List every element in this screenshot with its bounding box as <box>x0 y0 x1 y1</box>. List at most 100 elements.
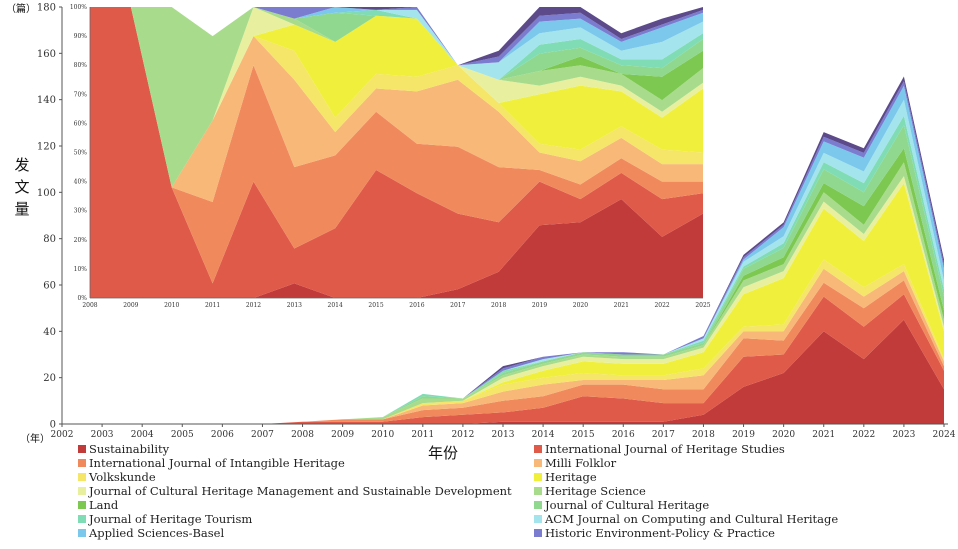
legend-swatch <box>534 473 542 481</box>
inset-x-tick-label: 2020 <box>573 302 588 309</box>
inset-y-tick-label: 60% <box>74 120 88 127</box>
inset-x-tick-label: 2018 <box>491 302 506 309</box>
inset-y-tick-label: 0% <box>77 295 87 302</box>
inset-area-journal-of-cultural-heritage-management-and-sustainable-development <box>90 7 703 188</box>
legend-item: Journal of Heritage Tourism <box>78 512 252 526</box>
legend-label: Land <box>89 498 119 512</box>
main-x-tick-label: 2016 <box>612 430 635 440</box>
main-y-tick-label: 100 <box>37 188 56 199</box>
inset-y-tick-label: 70% <box>74 91 88 98</box>
main-x-tick-label: 2010 <box>371 430 394 440</box>
main-area-layers <box>62 76 944 425</box>
main-x-tick-label: 2009 <box>331 430 354 440</box>
inset-x-tick-label: 2016 <box>409 302 424 309</box>
main-x-tick-label: 2021 <box>812 430 835 440</box>
legend-item: Volkskunde <box>78 470 156 484</box>
legend-label: Applied Sciences-Basel <box>89 526 225 540</box>
x-unit-label: （年） <box>20 432 50 445</box>
legend-label: Milli Folklor <box>545 456 617 470</box>
inset-y-tick-label: 90% <box>74 33 88 40</box>
main-area-international-journal-of-intangible-heritage <box>62 280 944 424</box>
main-x-tick-label: 2014 <box>532 430 555 440</box>
main-x-tick-label: 2017 <box>652 430 675 440</box>
inset-x-tick-label: 2013 <box>287 302 302 309</box>
inset-y-tick-label: 100% <box>70 4 87 11</box>
main-y-tick-label: 120 <box>37 142 56 153</box>
legend-label: Heritage <box>545 470 597 484</box>
inset-area-heritage <box>90 7 703 188</box>
main-y-tick-label: 40 <box>43 327 56 338</box>
main-x-tick-label: 2002 <box>51 430 74 440</box>
main-y-tick-label: 160 <box>37 49 56 60</box>
legend-swatch <box>534 459 542 467</box>
main-area-sustainability <box>62 319 944 424</box>
main-y-tick-label: 60 <box>43 281 56 292</box>
inset-area-milli-folklor <box>90 7 703 202</box>
main-x-tick-label: 2005 <box>171 430 194 440</box>
main-y-tick-label: 140 <box>37 95 56 106</box>
main-x-tick-label: 2008 <box>291 430 314 440</box>
legend-label: International Journal of Intangible Heri… <box>89 456 345 470</box>
inset-area-international-journal-of-intangible-heritage <box>90 7 703 284</box>
legend-item: Sustainability <box>78 442 169 456</box>
inset-x-tick-label: 2009 <box>123 302 138 309</box>
inset-area-applied-sciences-basel <box>90 7 703 66</box>
main-area-heritage <box>62 183 944 424</box>
legend-swatch <box>534 445 542 453</box>
inset-x-tick-label: 2021 <box>614 302 629 309</box>
inset-x-tick-label: 2012 <box>246 302 261 309</box>
legend-swatch <box>78 515 86 523</box>
legend-swatch <box>534 501 542 509</box>
legend-item: Heritage <box>534 470 597 484</box>
main-x-tick-label: 2019 <box>732 430 755 440</box>
legend-swatch <box>534 487 542 495</box>
legend-swatch <box>78 473 86 481</box>
inset-y-tick-label: 50% <box>74 150 88 157</box>
inset-y-tick-label: 40% <box>74 179 88 186</box>
main-area-volkskunde <box>62 259 944 424</box>
main-x-tick-label: 2022 <box>852 430 875 440</box>
inset-y-tick-label: 10% <box>74 266 88 273</box>
legend-item: Journal of Cultural Heritage Management … <box>78 484 512 498</box>
inset-axes: 0% 10% 20% 30% 40% 50% 60% 70% 80% 90% 100% 2008 200… <box>70 4 711 309</box>
main-x-tick-label: 2011 <box>411 430 434 440</box>
legend-item: International Journal of Heritage Studie… <box>534 442 785 456</box>
inset-x-tick-label: 2022 <box>654 302 669 309</box>
legend-label: Historic Environment-Policy & Practice <box>545 526 775 540</box>
inset-area-sustainability <box>90 199 703 298</box>
legend-label: Volkskunde <box>89 470 156 484</box>
legend-label: Journal of Cultural Heritage <box>545 498 710 512</box>
legend-swatch <box>78 487 86 495</box>
main-area-international-journal-of-heritage-studies <box>62 294 944 424</box>
legend-label: International Journal of Heritage Studie… <box>545 442 785 456</box>
inset-x-tick-label: 2019 <box>532 302 547 309</box>
inset-x-tick-label: 2025 <box>695 302 710 309</box>
legend-label: ACM Journal on Computing and Cultural He… <box>545 512 839 526</box>
legend-swatch <box>78 529 86 537</box>
legend-swatch <box>534 529 542 537</box>
legend-swatch <box>534 515 542 523</box>
legend-item: Milli Folklor <box>534 456 616 470</box>
main-x-tick-label: 2024 <box>933 430 956 440</box>
main-y-tick-label: 0 <box>50 420 56 431</box>
main-x-tick-label: 2003 <box>91 430 114 440</box>
inset-y-tick-label: 30% <box>74 208 88 215</box>
inset-x-tick-label: 2008 <box>82 302 97 309</box>
main-y-tick-label: 80 <box>43 234 56 245</box>
main-axes: 0 20 40 60 80 100 120 140 160 180 2002 2003 2004 2005… <box>37 3 956 441</box>
inset-y-tick-label: 20% <box>74 237 88 244</box>
legend-label: Journal of Heritage Tourism <box>89 512 253 526</box>
inset-x-tick-label: 2015 <box>368 302 383 309</box>
inset-x-tick-label: 2017 <box>450 302 465 309</box>
main-x-tick-label: 2018 <box>692 430 715 440</box>
main-x-tick-label: 2007 <box>251 430 274 440</box>
main-x-tick-label: 2012 <box>451 430 474 440</box>
inset-x-tick-label: 2014 <box>328 302 343 309</box>
main-x-tick-label: 2023 <box>892 430 915 440</box>
main-y-tick-label: 20 <box>43 373 56 384</box>
legend-item: Applied Sciences-Basel <box>78 526 224 540</box>
inset-area-journal-of-cultural-heritage <box>90 7 703 80</box>
main-x-tick-label: 2015 <box>572 430 595 440</box>
inset-x-tick-label: 2011 <box>205 302 220 309</box>
